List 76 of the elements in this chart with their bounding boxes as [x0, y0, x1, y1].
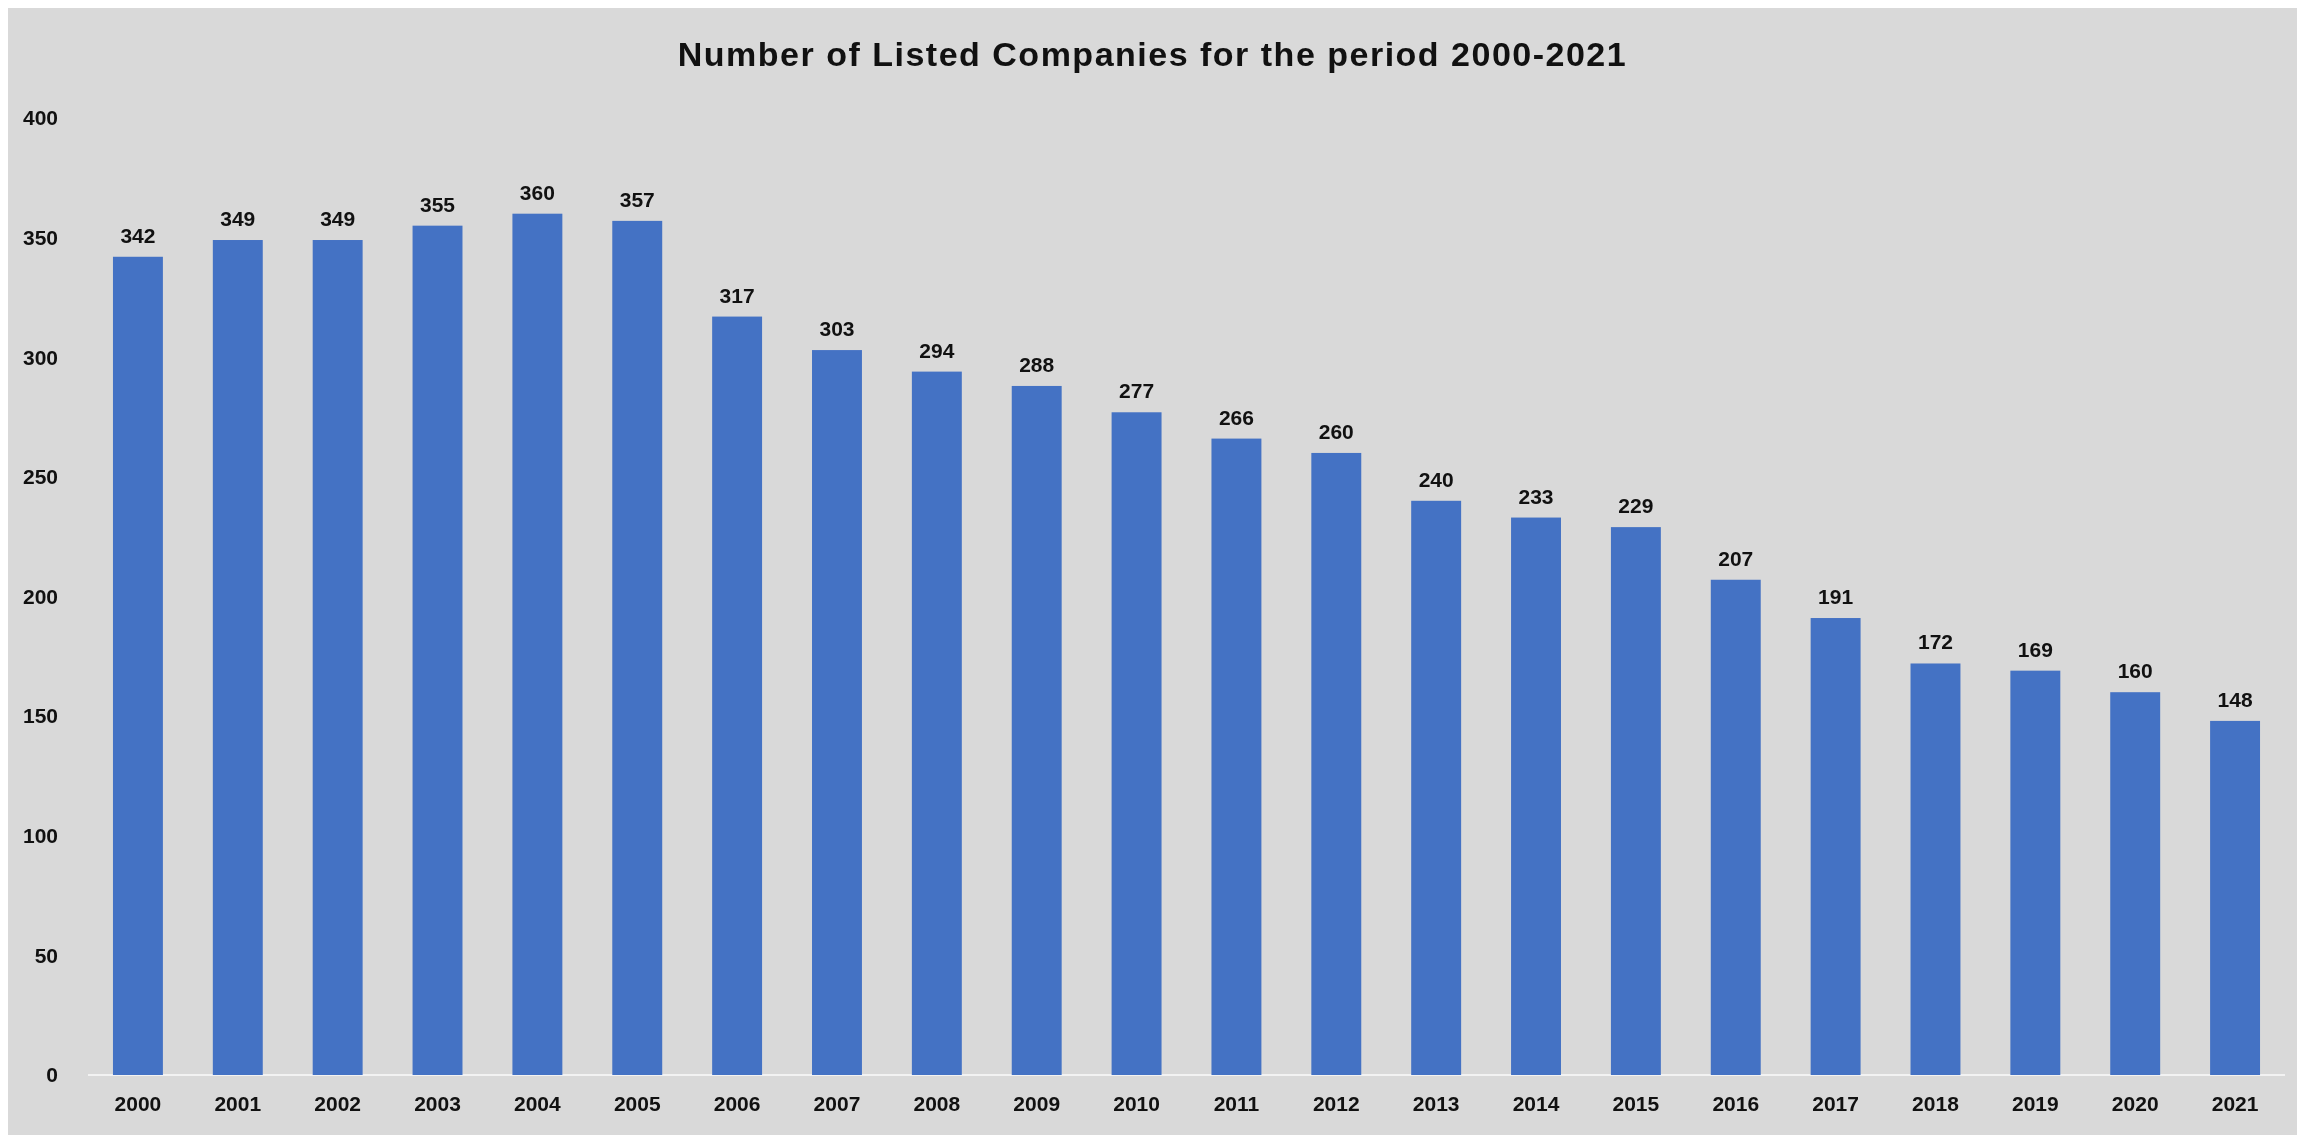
y-tick-label: 350 — [22, 225, 58, 249]
data-label: 229 — [1618, 494, 1654, 518]
y-tick-label: 200 — [22, 584, 58, 608]
x-tick-label: 2010 — [1113, 1092, 1160, 1115]
bar — [1111, 412, 1162, 1075]
x-tick-label: 2020 — [2111, 1092, 2159, 1115]
bar — [2110, 692, 2161, 1075]
bar — [1411, 500, 1462, 1075]
x-tick-label: 2019 — [2011, 1092, 2059, 1115]
data-label: 360 — [519, 180, 555, 204]
x-tick-label: 2012 — [1312, 1092, 1360, 1115]
bar — [1910, 663, 1961, 1075]
bar — [1710, 579, 1761, 1075]
y-tick-label: 300 — [22, 345, 58, 369]
data-label: 303 — [819, 317, 855, 341]
y-tick-label: 100 — [22, 824, 58, 848]
x-tick-label: 2003 — [414, 1092, 461, 1115]
bar — [1211, 438, 1262, 1075]
data-label: 266 — [1218, 405, 1254, 429]
data-label: 191 — [1818, 585, 1854, 609]
x-tick-label: 2009 — [1013, 1092, 1061, 1115]
x-tick-label: 2007 — [813, 1092, 861, 1115]
data-label: 349 — [220, 207, 256, 231]
x-tick-label: 2015 — [1612, 1092, 1660, 1115]
bar — [1311, 452, 1362, 1075]
bar — [911, 371, 962, 1075]
data-label: 349 — [320, 207, 356, 231]
x-tick-label: 2021 — [2211, 1092, 2259, 1115]
bar — [1610, 527, 1661, 1075]
data-label: 294 — [919, 338, 955, 362]
x-tick-label: 2005 — [613, 1092, 661, 1115]
x-tick-label: 2011 — [1213, 1092, 1260, 1115]
bar — [512, 213, 563, 1075]
data-label: 233 — [1518, 484, 1554, 508]
bar — [1810, 618, 1861, 1075]
x-tick-label: 2014 — [1512, 1092, 1560, 1115]
y-tick-label: 0 — [46, 1063, 58, 1087]
data-label: 160 — [2117, 659, 2153, 683]
data-label: 207 — [1718, 546, 1754, 570]
bar — [2010, 670, 2061, 1075]
bar — [1011, 385, 1062, 1075]
data-label: 288 — [1019, 352, 1055, 376]
data-label: 240 — [1418, 467, 1454, 491]
x-tick-label: 2018 — [1912, 1092, 1960, 1115]
y-tick-label: 250 — [22, 465, 58, 489]
x-tick-label: 2004 — [514, 1092, 562, 1115]
bar — [2210, 720, 2261, 1075]
data-label: 317 — [719, 283, 755, 307]
y-tick-label: 50 — [34, 943, 58, 967]
data-label: 148 — [2217, 687, 2253, 711]
x-tick-label: 2002 — [314, 1092, 362, 1115]
x-tick-label: 2017 — [1812, 1092, 1859, 1115]
data-label: 342 — [120, 223, 156, 247]
data-label: 357 — [619, 187, 655, 211]
x-tick-label: 2000 — [114, 1092, 162, 1115]
bar — [312, 240, 363, 1075]
bar — [712, 316, 763, 1075]
bar — [612, 220, 663, 1075]
x-tick-label: 2013 — [1412, 1092, 1460, 1115]
x-tick-label: 2006 — [713, 1092, 761, 1115]
bar — [112, 256, 163, 1075]
x-tick-label: 2001 — [214, 1092, 262, 1115]
bar — [212, 240, 263, 1075]
x-tick-label: 2008 — [913, 1092, 961, 1115]
data-label: 355 — [420, 192, 456, 216]
x-tick-label: 2016 — [1712, 1092, 1760, 1115]
chart-title: Number of Listed Companies for the period 2000-2021 — [677, 35, 1628, 73]
y-tick-label: 400 — [22, 106, 58, 130]
bar — [1511, 517, 1561, 1075]
bar — [812, 350, 862, 1075]
data-label: 277 — [1119, 379, 1155, 403]
y-tick-label: 150 — [22, 704, 58, 728]
bar — [412, 225, 463, 1075]
data-label: 169 — [2017, 637, 2053, 661]
data-label: 172 — [1917, 630, 1953, 654]
data-label: 260 — [1318, 419, 1354, 443]
